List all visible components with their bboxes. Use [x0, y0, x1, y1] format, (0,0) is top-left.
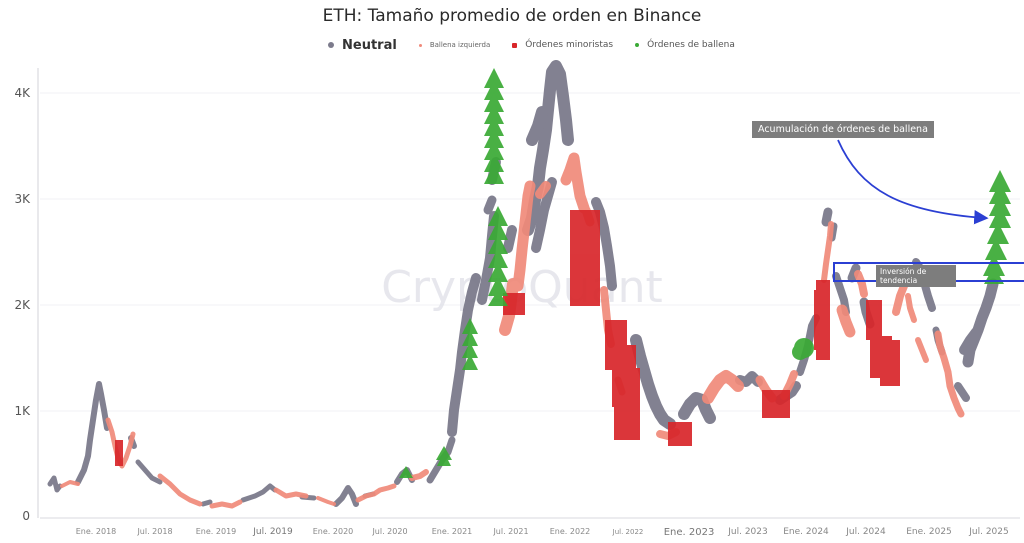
series-whale	[399, 68, 1011, 478]
y-axis-ticks: 0 1K 2K 3K 4K	[14, 86, 31, 523]
legend-item-neutral[interactable]: Neutral	[328, 38, 397, 53]
legend-label: Neutral	[342, 37, 397, 53]
x-tick: Ene. 2025	[906, 527, 952, 537]
retail-square-icon	[512, 42, 518, 48]
x-tick: Ene. 2023	[664, 527, 715, 538]
x-tick: Ene. 2018	[76, 527, 117, 536]
annotation-arrow	[837, 139, 989, 225]
annotation-trend-reversal: Inversión de tendencia	[876, 265, 956, 287]
annotation-whale-accumulation: Acumulación de órdenes de ballena	[752, 121, 934, 138]
y-tick: 4K	[14, 86, 31, 100]
x-tick: Jul. 2024	[845, 527, 886, 537]
x-tick: Jul. 2020	[371, 527, 407, 536]
gridlines	[40, 92, 1020, 412]
legend-item-whale[interactable]: Órdenes de ballena	[635, 40, 735, 50]
x-tick: Ene. 2020	[313, 527, 354, 536]
x-tick: Jul. 2025	[968, 527, 1009, 537]
x-tick: Jul. 2018	[136, 527, 172, 536]
y-tick: 2K	[14, 298, 31, 312]
x-tick: Ene. 2024	[783, 527, 829, 537]
x-axis-ticks: Ene. 2018 Jul. 2018 Ene. 2019 Jul. 2019 …	[76, 527, 1009, 538]
x-tick: Jul. 2023	[727, 527, 768, 537]
y-tick: 0	[22, 509, 30, 523]
x-tick: Jul. 2021	[492, 527, 528, 536]
x-tick: Ene. 2019	[196, 527, 237, 536]
legend-label: Ballena izquierda	[429, 41, 491, 49]
neutral-circle-icon	[328, 42, 334, 48]
y-tick: 3K	[14, 192, 31, 206]
whale-triangle-icon	[635, 43, 640, 47]
legend-item-whale-left[interactable]: Ballena izquierda	[418, 41, 491, 49]
x-tick: Jul. 2019	[252, 527, 293, 537]
x-tick: Jul. 2022	[612, 528, 644, 536]
chart-title: ETH: Tamaño promedio de orden en Binance	[322, 6, 702, 26]
y-tick: 1K	[14, 404, 31, 418]
series-retail	[115, 210, 900, 466]
whale-left-diamond-icon	[418, 43, 422, 47]
x-tick: Ene. 2021	[432, 527, 473, 536]
legend-label: Órdenes de ballena	[647, 40, 735, 50]
x-tick: Ene. 2022	[550, 527, 591, 536]
legend-item-retail[interactable]: Órdenes minoristas	[512, 40, 613, 50]
chart-legend: Neutral Ballena izquierda Órdenes minori…	[328, 37, 757, 53]
legend-label: Órdenes minoristas	[525, 40, 614, 50]
